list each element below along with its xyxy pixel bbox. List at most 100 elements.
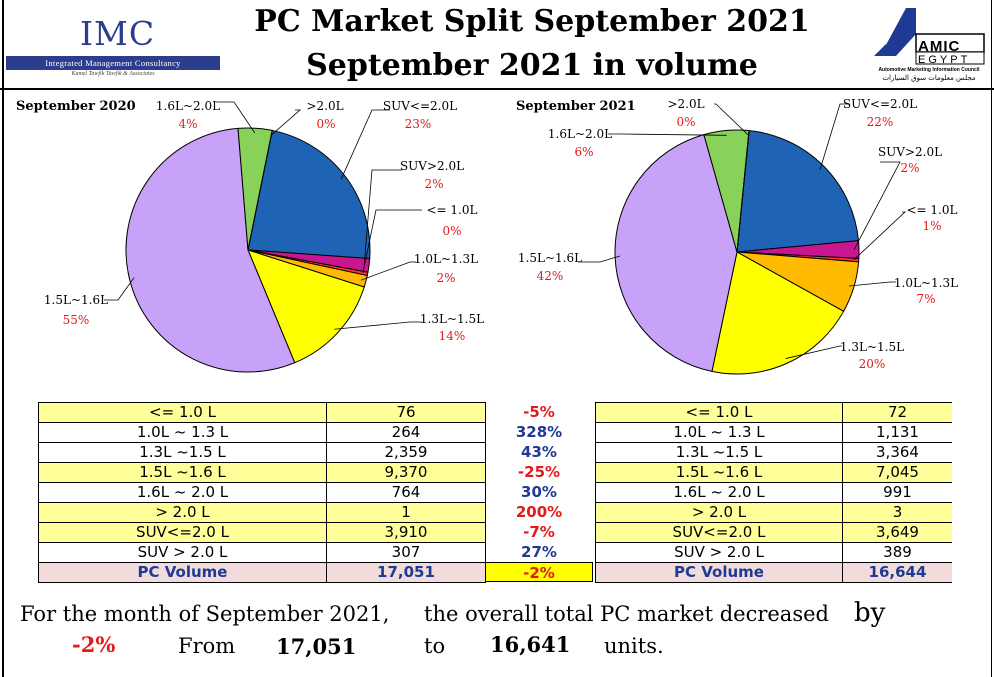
- table-cell-segment: SUV > 2.0 L: [595, 542, 843, 563]
- pie-leader-line: [363, 169, 402, 265]
- pie-leader-line: [270, 109, 302, 136]
- pie-leader-line: [853, 161, 901, 250]
- pie-leader-line: [104, 277, 135, 301]
- table-row-total: PC Volume 17,051: [38, 562, 486, 583]
- table-row: SUV > 2.0 L 389: [595, 542, 952, 563]
- pie-label-pct-gt2-0l: 0%: [316, 117, 335, 131]
- amic-logo-council: Automotive Marketing Information Council: [878, 67, 980, 73]
- frame-right-border: [991, 0, 992, 677]
- table-cell-segment: SUV > 2.0 L: [38, 542, 327, 563]
- pie-label-suvgt2-0l: SUV>2.0L: [878, 145, 942, 159]
- table-cell-segment: 1.6L ~ 2.0 L: [38, 482, 327, 503]
- table-row: 1.0L ~ 1.3 L 1,131: [595, 422, 952, 443]
- amic-logo-country: EGYPT: [918, 54, 971, 66]
- table-cell-volume: 7,045: [842, 462, 952, 483]
- summary-from-value: 17,051: [276, 634, 357, 659]
- growth-value: 43%: [521, 443, 557, 461]
- pie-label-pct-1-6l-2-0l: 6%: [574, 145, 593, 159]
- summary-text-a: For the month of September 2021,: [20, 602, 390, 626]
- growth-column: -5% 328% 43% -25% 30% 200% -7% 27% -2%: [485, 402, 593, 582]
- pie-label-le-1-0l: <= 1.0L: [427, 203, 478, 217]
- pie-label-pct-1-6l-2-0l: 4%: [178, 117, 197, 131]
- pie-label-pct-suvgt2-0l: 2%: [900, 161, 919, 175]
- page-title: PC Market Split September 2021: [254, 4, 810, 39]
- table-row-total: PC Volume 16,644: [595, 562, 952, 583]
- summary-to-value: 16,641: [490, 632, 571, 657]
- pie-label-suvle2-0l: SUV<=2.0L: [383, 99, 457, 113]
- summary-text-b: the overall total PC market decreased: [424, 602, 829, 626]
- table-cell-volume: 3,910: [326, 522, 486, 543]
- table-row: SUV<=2.0 L 3,910: [38, 522, 486, 543]
- pie-leader-line: [853, 211, 907, 261]
- pie-label-pct-1-0l-1-3l: 7%: [916, 292, 935, 306]
- summary-change: -2%: [72, 632, 116, 657]
- pie-label-1-6l-2-0l: 1.6L~2.0L: [156, 99, 220, 113]
- pie-leader-line: [216, 101, 256, 134]
- summary-units: units.: [604, 634, 664, 658]
- pie-leader-line: [361, 261, 416, 281]
- table-row: SUV<=2.0 L 3,649: [595, 522, 952, 543]
- pie-label-gt2-0l: >2.0L: [667, 97, 704, 111]
- table-row: SUV > 2.0 L 307: [38, 542, 486, 563]
- pie-leader-line: [340, 109, 390, 180]
- pie-chart-2021: September 2021 SUV<=2.0L 22% SUV>2.0L 2% <= 1…: [516, 97, 958, 375]
- table-cell-volume: 3,364: [842, 442, 952, 463]
- table-row: 1.5L ~1.6 L 7,045: [595, 462, 952, 483]
- pie-charts: September 2020 SUV<=2.0L 23% SUV>2.0L 2% <= 1…: [16, 97, 958, 375]
- table-cell-segment: <= 1.0 L: [38, 402, 327, 423]
- table-cell-segment: <= 1.0 L: [595, 402, 843, 423]
- table-cell-volume: 389: [842, 542, 952, 563]
- growth-value: 200%: [515, 503, 563, 521]
- table-row: 1.6L ~ 2.0 L 991: [595, 482, 952, 503]
- table-cell-segment: 1.0L ~ 1.3 L: [38, 422, 327, 443]
- table-cell-volume: 764: [326, 482, 486, 503]
- table-cell-volume: 1,131: [842, 422, 952, 443]
- pie-label-1-0l-1-3l: 1.0L~1.3L: [894, 276, 958, 290]
- table-2021: <= 1.0 L 72 1.0L ~ 1.3 L 1,131 1.3L ~1.5 L 3,…: [595, 402, 952, 583]
- pie-leader-line: [819, 103, 850, 170]
- table-cell-segment: 1.5L ~1.6 L: [595, 462, 843, 483]
- table-row: <= 1.0 L 72: [595, 402, 952, 423]
- pie-label-gt2-0l: >2.0L: [306, 99, 343, 113]
- table-cell-segment: 1.3L ~1.5 L: [38, 442, 327, 463]
- table-cell-segment: 1.6L ~ 2.0 L: [595, 482, 843, 503]
- pie-chart-2020: September 2020 SUV<=2.0L 23% SUV>2.0L 2% <= 1…: [16, 99, 484, 373]
- pie-label-pct-1-3l-1-5l: 20%: [859, 357, 886, 371]
- table-cell-total-volume: 16,644: [842, 562, 952, 583]
- table-cell-segment: 1.0L ~ 1.3 L: [595, 422, 843, 443]
- table-cell-volume: 2,359: [326, 442, 486, 463]
- pie-label-1-5l-1-6l: 1.5L~1.6L: [44, 293, 108, 307]
- pie-label-1-3l-1-5l: 1.3L~1.5L: [840, 340, 904, 354]
- table-cell-segment: 1.3L ~1.5 L: [595, 442, 843, 463]
- table-cell-volume: 76: [326, 402, 486, 423]
- growth-value: 27%: [521, 543, 557, 561]
- table-row: 1.5L ~1.6 L 9,370: [38, 462, 486, 483]
- pie-slice-suvle2-0l: [736, 130, 860, 253]
- pie-label-pct-suvle2-0l: 22%: [867, 115, 894, 129]
- table-cell-volume: 1: [326, 502, 486, 523]
- table-cell-volume: 3: [842, 502, 952, 523]
- pie-slice-1-5l-1-6l: [614, 133, 738, 372]
- frame-left-border: [2, 0, 4, 677]
- imc-logo: IMC Integrated Management Consultancy Ka…: [6, 8, 220, 80]
- pie-label-pct-le-1-0l: 0%: [442, 224, 461, 238]
- title-divider: [0, 88, 994, 90]
- pie-slice-gt2-0l: [736, 130, 750, 253]
- pie-label-pct-suvgt2-0l: 2%: [424, 177, 443, 191]
- pie-label-1-3l-1-5l: 1.3L~1.5L: [420, 312, 484, 326]
- amic-logo-mark: [874, 8, 985, 65]
- pie-chart-title: September 2021: [516, 99, 636, 114]
- pie-leader-line: [334, 321, 422, 330]
- table-cell-volume: 264: [326, 422, 486, 443]
- pie-slice-1-5l-1-6l: [125, 127, 296, 373]
- pie-leader-line: [714, 103, 749, 136]
- pie-leader-line: [608, 133, 727, 136]
- pie-label-pct-suvle2-0l: 23%: [405, 117, 432, 131]
- page-subtitle: September 2021 in volume: [306, 48, 758, 83]
- pie-leader-line: [785, 345, 842, 359]
- table-cell-total-label: PC Volume: [595, 562, 843, 583]
- summary-text-c: by: [854, 598, 886, 628]
- amic-logo: AMIC EGYPT Automotive Marketing Informat…: [866, 4, 990, 84]
